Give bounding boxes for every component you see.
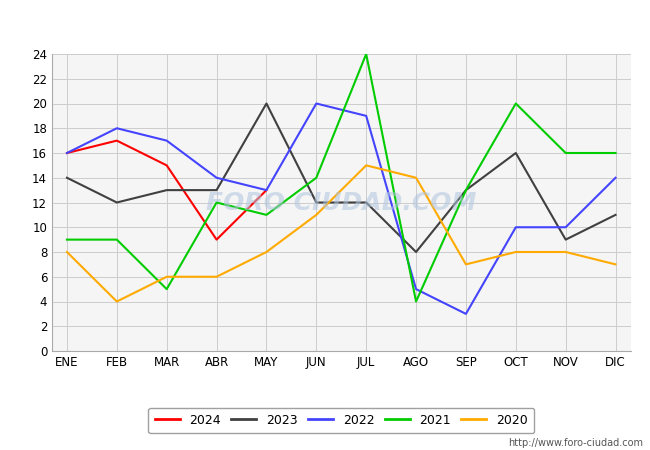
Text: Matriculaciones de Vehiculos en Benalup-Casas Viejas: Matriculaciones de Vehiculos en Benalup-… xyxy=(101,14,549,32)
Text: http://www.foro-ciudad.com: http://www.foro-ciudad.com xyxy=(508,438,644,448)
Legend: 2024, 2023, 2022, 2021, 2020: 2024, 2023, 2022, 2021, 2020 xyxy=(148,408,534,433)
Text: FORO CIUDAD.COM: FORO CIUDAD.COM xyxy=(206,190,476,215)
